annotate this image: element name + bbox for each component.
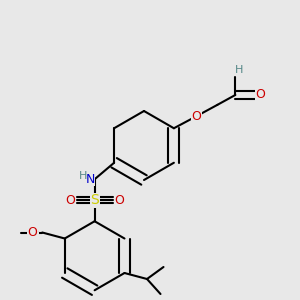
- Text: S: S: [90, 193, 99, 207]
- Text: O: O: [28, 226, 38, 239]
- Text: N: N: [85, 173, 95, 186]
- Text: H: H: [235, 65, 243, 75]
- Text: O: O: [191, 110, 201, 123]
- Text: O: O: [114, 194, 124, 207]
- Text: O: O: [255, 88, 265, 101]
- Text: H: H: [78, 171, 87, 181]
- Text: O: O: [65, 194, 75, 207]
- Text: O: O: [28, 226, 38, 239]
